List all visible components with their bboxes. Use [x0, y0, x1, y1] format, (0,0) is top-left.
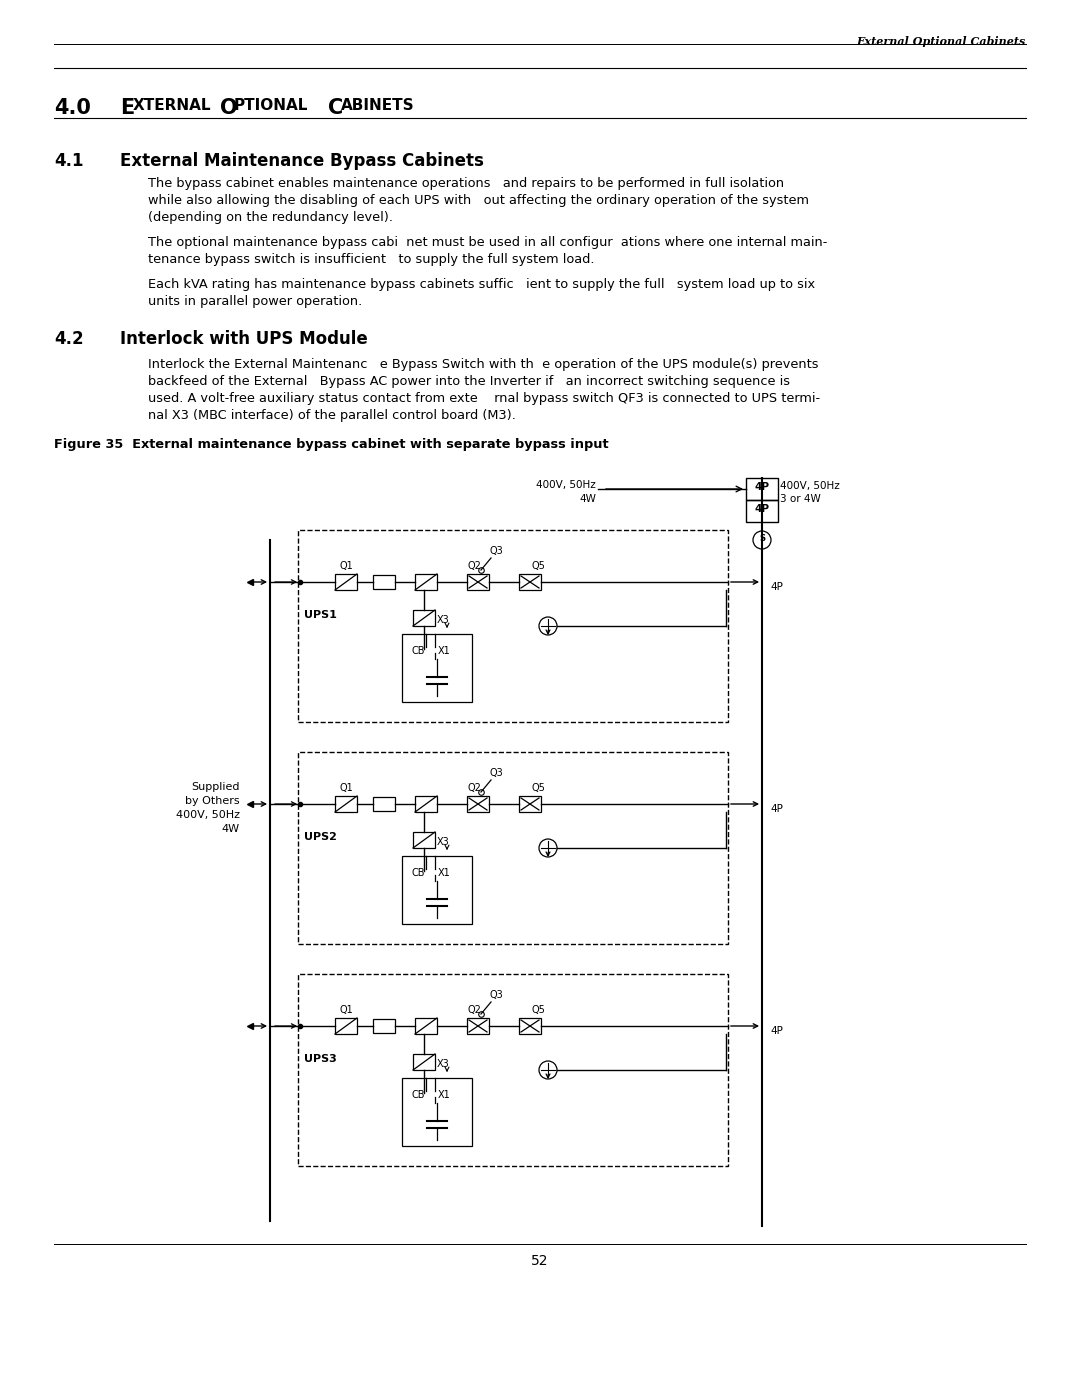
Text: E: E [120, 98, 134, 117]
Bar [415, 1018, 437, 1034]
Bar [402, 1078, 472, 1146]
Text: 4P: 4P [755, 482, 769, 492]
Text: 3 or 4W: 3 or 4W [780, 495, 821, 504]
Text: Interlock with UPS Module: Interlock with UPS Module [120, 330, 368, 348]
Bar [413, 1053, 435, 1070]
Bar [467, 574, 489, 590]
Text: UPS2: UPS2 [303, 833, 337, 842]
Text: Q1: Q1 [339, 1004, 353, 1016]
Text: Q2: Q2 [467, 562, 481, 571]
Bar [413, 833, 435, 848]
Text: UPS3: UPS3 [303, 1053, 337, 1065]
Text: by Others: by Others [186, 796, 240, 806]
Text: 400V, 50Hz: 400V, 50Hz [780, 481, 840, 490]
Text: 400V, 50Hz: 400V, 50Hz [537, 481, 596, 490]
Text: 4.0: 4.0 [54, 98, 91, 117]
Bar [402, 634, 472, 703]
Text: backfeed of the External   Bypass AC power into the Inverter if   an incorrect s: backfeed of the External Bypass AC power… [148, 374, 789, 388]
Text: Q1: Q1 [339, 782, 353, 793]
Text: used. A volt-free auxiliary status contact from exte    rnal bypass switch QF3 i: used. A volt-free auxiliary status conta… [148, 393, 820, 405]
Text: Q3: Q3 [489, 990, 503, 1000]
Bar [298, 529, 728, 722]
Text: 4.1: 4.1 [54, 152, 83, 170]
Bar [467, 1018, 489, 1034]
Bar [746, 500, 778, 522]
Bar [373, 1018, 395, 1032]
Bar [298, 752, 728, 944]
Text: Each kVA rating has maintenance bypass cabinets suffic   ient to supply the full: Each kVA rating has maintenance bypass c… [148, 278, 815, 291]
Bar [519, 796, 541, 812]
Text: C: C [328, 98, 343, 117]
Text: Supplied: Supplied [191, 782, 240, 792]
Text: 4P: 4P [770, 805, 783, 814]
Text: The optional maintenance bypass cabi  net must be used in all configur  ations w: The optional maintenance bypass cabi net… [148, 236, 827, 249]
Text: Interlock the External Maintenanc   e Bypass Switch with th  e operation of the : Interlock the External Maintenanc e Bypa… [148, 358, 819, 372]
Bar [335, 1018, 357, 1034]
Text: while also allowing the disabling of each UPS with   out affecting the ordinary : while also allowing the disabling of eac… [148, 194, 809, 207]
Bar [373, 798, 395, 812]
Text: External Maintenance Bypass Cabinets: External Maintenance Bypass Cabinets [120, 152, 484, 170]
Text: XTERNAL: XTERNAL [133, 98, 212, 113]
Text: 4W: 4W [221, 824, 240, 834]
Text: The bypass cabinet enables maintenance operations   and repairs to be performed : The bypass cabinet enables maintenance o… [148, 177, 784, 190]
Bar [746, 478, 778, 500]
Text: ABINETS: ABINETS [341, 98, 415, 113]
Text: X3: X3 [437, 1059, 449, 1069]
Bar [402, 856, 472, 923]
Bar [335, 574, 357, 590]
Bar [467, 796, 489, 812]
Text: Q3: Q3 [489, 546, 503, 556]
Text: S: S [759, 534, 765, 543]
Text: X1: X1 [438, 1090, 450, 1099]
Text: CB: CB [411, 1090, 426, 1099]
Text: tenance bypass switch is insufficient   to supply the full system load.: tenance bypass switch is insufficient to… [148, 253, 594, 265]
Text: 400V, 50Hz: 400V, 50Hz [176, 810, 240, 820]
Text: PTIONAL: PTIONAL [234, 98, 309, 113]
Text: CB: CB [411, 868, 426, 877]
Text: nal X3 (MBC interface) of the parallel control board (M3).: nal X3 (MBC interface) of the parallel c… [148, 409, 516, 422]
Text: Q2: Q2 [467, 1004, 481, 1016]
Bar [373, 576, 395, 590]
Text: 52: 52 [531, 1255, 549, 1268]
Text: units in parallel power operation.: units in parallel power operation. [148, 295, 362, 307]
Bar [335, 796, 357, 812]
Text: X1: X1 [438, 868, 450, 877]
Text: 4P: 4P [770, 1025, 783, 1037]
Text: Q5: Q5 [532, 1004, 545, 1016]
Text: Q5: Q5 [532, 782, 545, 793]
Text: X3: X3 [437, 837, 449, 847]
Bar [415, 796, 437, 812]
Text: O: O [220, 98, 238, 117]
Text: UPS1: UPS1 [303, 610, 337, 620]
Text: Figure 35  External maintenance bypass cabinet with separate bypass input: Figure 35 External maintenance bypass ca… [54, 439, 609, 451]
Bar [415, 574, 437, 590]
Text: Q2: Q2 [467, 782, 481, 793]
Bar [413, 610, 435, 626]
Text: Q3: Q3 [489, 768, 503, 778]
Text: 4W: 4W [579, 495, 596, 504]
Text: (depending on the redundancy level).: (depending on the redundancy level). [148, 211, 393, 224]
Bar [519, 1018, 541, 1034]
Bar [298, 974, 728, 1166]
Text: Q1: Q1 [339, 562, 353, 571]
Text: 4P: 4P [755, 504, 769, 514]
Text: Q5: Q5 [532, 562, 545, 571]
Text: 4P: 4P [770, 583, 783, 592]
Bar [519, 574, 541, 590]
Text: External Optional Cabinets: External Optional Cabinets [856, 36, 1026, 47]
Text: X1: X1 [438, 645, 450, 657]
Text: CB: CB [411, 645, 426, 657]
Text: 4.2: 4.2 [54, 330, 83, 348]
Text: X3: X3 [437, 615, 449, 624]
